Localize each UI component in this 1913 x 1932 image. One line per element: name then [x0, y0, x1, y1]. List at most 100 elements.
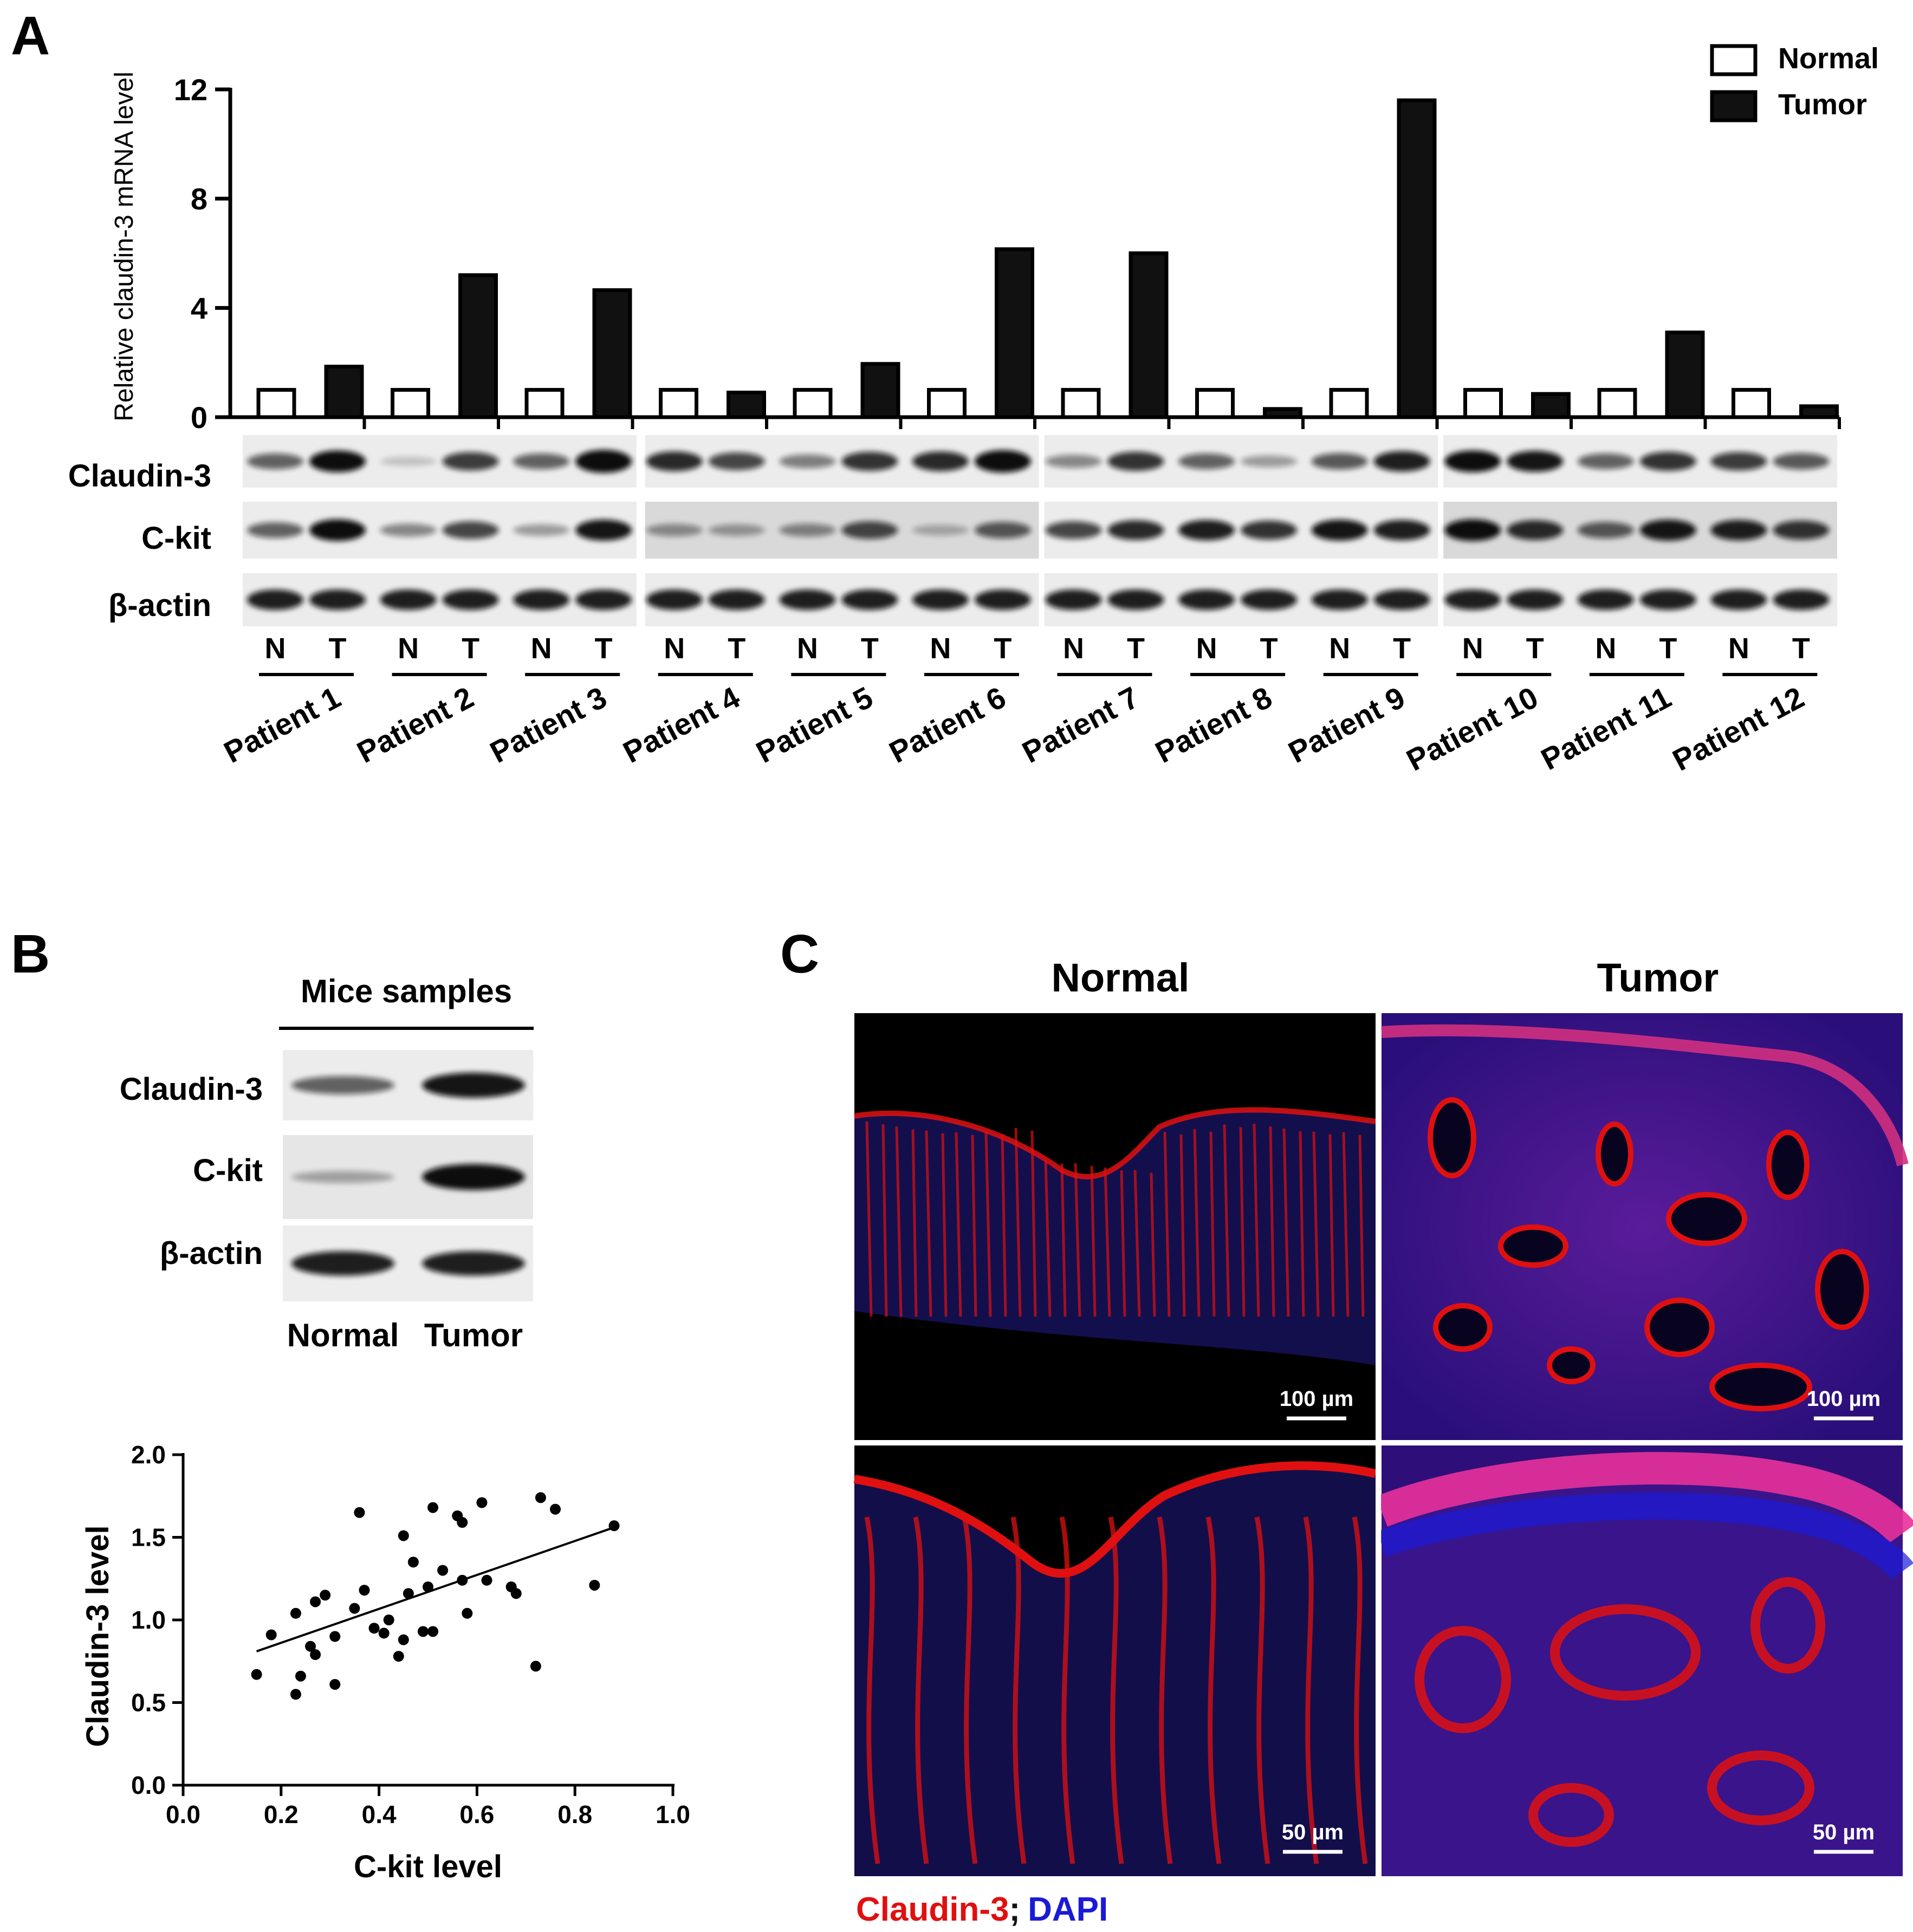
band-claudin3-p8-t — [1241, 455, 1298, 468]
lane-label-n: N — [1196, 632, 1217, 665]
band-claudin3-p8-n — [1178, 453, 1235, 470]
bar-normal-2 — [391, 388, 430, 419]
bar-axes: 0 4 8 12 — [174, 73, 1841, 435]
crypt-stain — [1133, 1170, 1156, 1317]
crypt-stain — [865, 1121, 888, 1317]
scatter-point — [427, 1502, 439, 1513]
lane-label-n: N — [398, 632, 419, 665]
bar-tumor-3 — [592, 288, 632, 419]
bar-normal-5 — [793, 388, 833, 419]
lane-label-n: N — [930, 632, 951, 665]
scatter-point — [290, 1689, 301, 1700]
band-bactin-p3-n — [513, 589, 570, 610]
crypt-stain — [1014, 1127, 1037, 1317]
bar-normal-12 — [1732, 388, 1771, 419]
band-ckit-p9-t — [1373, 520, 1430, 541]
crypt-stain — [1223, 1124, 1246, 1317]
lane-label-n: N — [1462, 632, 1483, 665]
gland — [1596, 1121, 1633, 1187]
scatter-point — [423, 1581, 433, 1592]
lane-label-t: T — [329, 632, 347, 665]
band-claudin3-p10-t — [1507, 451, 1564, 472]
scatter-x-tick-label: 0.8 — [557, 1800, 592, 1829]
crypt-stain-zoom — [1059, 1516, 1075, 1864]
bar-tumor-1 — [324, 365, 364, 419]
patient-label: Patient 6 — [884, 680, 1011, 769]
y-tick-label: 12 — [174, 73, 207, 107]
band-b-bactin-tumor — [422, 1251, 525, 1276]
scatter-point — [589, 1579, 600, 1591]
band-ckit-p7-n — [1045, 521, 1102, 539]
scatter-point — [462, 1607, 473, 1619]
band-claudin3-p3-n — [513, 453, 570, 470]
lane-label-t: T — [1659, 632, 1677, 665]
band-bactin-p12-n — [1710, 589, 1767, 610]
bar-normal-1 — [256, 388, 296, 419]
band-bactin-p10-n — [1444, 589, 1501, 610]
tumor-tissue-zoom — [1382, 1452, 1903, 1876]
band-ckit-p9-n — [1311, 520, 1368, 541]
band-bactin-p6-n — [912, 589, 969, 610]
band-ckit-p12-t — [1773, 520, 1830, 540]
scatter-marks — [251, 1492, 620, 1700]
patient-label: Patient 12 — [1667, 680, 1810, 777]
patient-label: Patient 3 — [484, 680, 612, 769]
blot-b-label-claudin3: Claudin-3 — [120, 1072, 263, 1107]
band-bactin-p8-t — [1241, 589, 1298, 610]
lane-label-n: N — [797, 632, 818, 665]
patient-label: Patient 4 — [618, 680, 745, 769]
crypt-stain — [1342, 1132, 1365, 1317]
tumor-surface — [1381, 1024, 1909, 1166]
band-ckit-p8-n — [1178, 520, 1235, 541]
patient-label: Patient 2 — [352, 680, 479, 769]
gland — [1766, 1130, 1810, 1200]
normal-epithelium-edge-zoom — [853, 1461, 1377, 1578]
panel-letter-a: A — [11, 5, 50, 66]
nuclear-band — [1377, 1492, 1913, 1580]
scatter-point — [403, 1588, 414, 1599]
y-tick-label: 4 — [191, 291, 207, 325]
band-claudin3-p12-n — [1710, 452, 1767, 471]
crypt-stain-zoom — [1303, 1516, 1319, 1864]
band-ckit-p1-t — [309, 519, 366, 541]
blot-a-claudin3-panel — [243, 435, 637, 488]
bar-normal-11 — [1597, 388, 1637, 419]
western-blot-b: Mice samples Claudin-3 C-kit β-actin Nor… — [120, 973, 534, 1353]
micro-col-normal: Normal — [1052, 955, 1190, 1000]
band-ckit-p10-n — [1444, 519, 1501, 541]
gland — [1709, 1363, 1812, 1411]
band-claudin3-p2-n — [380, 456, 437, 466]
band-bactin-p11-n — [1577, 589, 1634, 610]
bar-chart: Relative claudin-3 mRNA level 0 4 8 12 Norm… — [110, 42, 1879, 435]
band-bactin-p4-t — [708, 589, 765, 610]
crypt-stain — [955, 1132, 977, 1317]
blot-a-bactin-panel — [243, 573, 637, 626]
band-bactin-p12-t — [1773, 589, 1830, 610]
lane-label-n: N — [664, 632, 685, 665]
scale-bar-tumor-bottom: 50 µm — [1813, 1820, 1875, 1854]
crypt-stain-zoom — [1352, 1516, 1368, 1864]
legend: Normal Tumor — [1710, 42, 1879, 122]
band-claudin3-p9-n — [1311, 453, 1368, 470]
tumor-bg — [1382, 1013, 1903, 1440]
crypt-stain-zoom — [1254, 1516, 1270, 1864]
scatter-point — [530, 1661, 541, 1672]
blot-a-label-ckit: C-kit — [141, 521, 211, 556]
lane-label-n: N — [1329, 632, 1350, 665]
blot-b-strips — [283, 1050, 533, 1301]
scatter-point — [398, 1634, 409, 1645]
bar-tumor-12 — [1799, 404, 1839, 419]
scatter-point — [265, 1629, 277, 1641]
gland-zoom — [1528, 1783, 1614, 1847]
micrographs: Normal Tumor 100 µm 100 µm 50 µm 50 — [853, 955, 1913, 1928]
bar-tumor-8 — [1263, 407, 1302, 419]
scatter-axes: 0.0 0.2 0.4 0.6 0.8 1.0 0.0 0.5 1.0 1.5 2.0 — [131, 1441, 690, 1829]
regression-line — [256, 1526, 615, 1652]
scale-bar-tumor-top: 100 µm — [1807, 1387, 1880, 1421]
patient-label: Patient 10 — [1401, 680, 1544, 777]
scatter-y-tick-label: 2.0 — [131, 1441, 166, 1469]
band-bactin-p9-t — [1373, 589, 1430, 610]
legend-swatch-tumor — [1710, 90, 1758, 122]
scatter-point — [290, 1607, 301, 1619]
